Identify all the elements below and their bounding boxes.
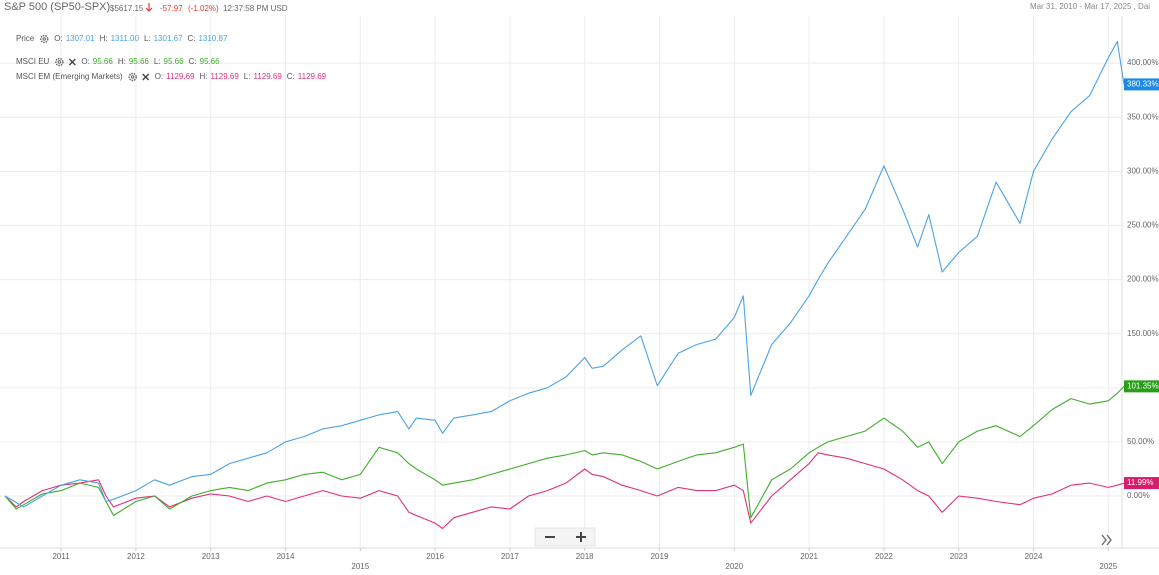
x-tick-label: 2016 [426, 552, 444, 561]
gear [55, 57, 64, 67]
gear [39, 34, 49, 44]
series-line [4, 40, 1125, 508]
settings-icon[interactable] [39, 34, 49, 44]
ohlc-value: 95.66 [164, 57, 185, 66]
y-tick-label: 200.00% [1127, 275, 1159, 284]
ohlc-value: 1310.87 [199, 34, 228, 43]
x-tick-label: 2018 [576, 552, 594, 561]
ohlc-value: 1301.67 [154, 34, 183, 43]
settings-icon[interactable] [55, 57, 64, 67]
x-tick-label: 2019 [651, 552, 669, 561]
zoom-in[interactable] [576, 532, 586, 542]
x-tick-label: 2021 [800, 552, 818, 561]
x-tick-label: 2025 [1099, 562, 1117, 571]
date-range: Mar 31, 2010 - Mar 17, 2025 , Dai [1030, 2, 1150, 11]
legend-name: Price [16, 34, 35, 43]
gear-hole [42, 37, 46, 41]
ohlc-key: C: [287, 72, 295, 81]
gear-hole [57, 60, 62, 64]
grid [0, 16, 1122, 548]
change: -57.97 [160, 4, 183, 13]
ohlc-key: O: [155, 72, 163, 81]
ohlc-value: 1311.00 [111, 34, 140, 43]
y-tick-label: 350.00% [1127, 112, 1159, 121]
last-value-tag [1124, 78, 1159, 91]
ohlc-value: 1129.69 [253, 72, 282, 81]
x-tick-label: 2015 [351, 562, 369, 571]
y-tick-label: 300.00% [1127, 166, 1159, 175]
ohlc-key: C: [189, 57, 197, 66]
ohlc-value: 95.66 [200, 57, 221, 66]
x-tick-label: 2020 [725, 562, 743, 571]
series-line [4, 452, 1125, 530]
ohlc-value: 1129.69 [210, 72, 239, 81]
y-tick-label: 0.00% [1127, 491, 1150, 500]
ohlc-key: H: [199, 72, 207, 81]
time: 12:37:58 PM USD [223, 4, 288, 13]
last-value-label: 101.35% [1127, 381, 1159, 390]
x-tick-label: 2011 [52, 552, 70, 561]
legend-name: MSCI EM (Emerging Markets) [16, 72, 123, 81]
series-line [4, 386, 1125, 519]
x-tick-label: 2023 [950, 552, 968, 561]
ohlc-key: O: [54, 34, 62, 43]
ohlc-value: 95.66 [129, 57, 150, 66]
ohlc-key: L: [244, 72, 251, 81]
ohlc-key: H: [118, 57, 126, 66]
zoom-control[interactable] [534, 527, 596, 547]
y-tick-label: 400.00% [1127, 58, 1159, 67]
y-tick-label: 250.00% [1127, 221, 1159, 230]
last-value-tag [1124, 380, 1159, 393]
symbol: S&P 500 (SP50-SPX) [4, 1, 110, 13]
down-arrow [145, 3, 153, 12]
scroll-end[interactable] [1101, 534, 1112, 546]
x-tick-label: 2013 [202, 552, 220, 561]
gear-hole [130, 75, 135, 79]
ohlc-key: O: [81, 57, 89, 66]
ohlc-value: 1307.01 [66, 34, 95, 43]
x-tick-label: 2017 [501, 552, 519, 561]
price: $5617.15 [110, 4, 144, 13]
x-tick-label: 2012 [127, 552, 145, 561]
last-value-label: 11.99% [1127, 478, 1154, 487]
y-tick-label: 150.00% [1127, 329, 1159, 338]
x-tick-label: 2024 [1025, 552, 1043, 561]
gear [128, 72, 137, 82]
ohlc-key: C: [188, 34, 196, 43]
settings-icon[interactable] [128, 72, 137, 82]
last-value-label: 380.33% [1127, 80, 1159, 89]
legend-name: MSCI EU [16, 57, 50, 66]
ohlc-value: 95.66 [93, 57, 114, 66]
ohlc-key: L: [144, 34, 151, 43]
x-tick-label: 2022 [875, 552, 893, 561]
ohlc-value: 1129.69 [298, 72, 327, 81]
change-pct: (-1.02%) [188, 4, 219, 13]
ohlc-value: 1129.69 [166, 72, 195, 81]
remove-icon[interactable] [142, 73, 150, 81]
remove-icon[interactable] [68, 58, 76, 66]
ohlc-key: L: [154, 57, 161, 66]
last-value-tag [1124, 477, 1159, 490]
y-tick-label: 50.00% [1127, 437, 1154, 446]
ohlc-key: H: [100, 34, 108, 43]
x-tick-label: 2014 [277, 552, 295, 561]
